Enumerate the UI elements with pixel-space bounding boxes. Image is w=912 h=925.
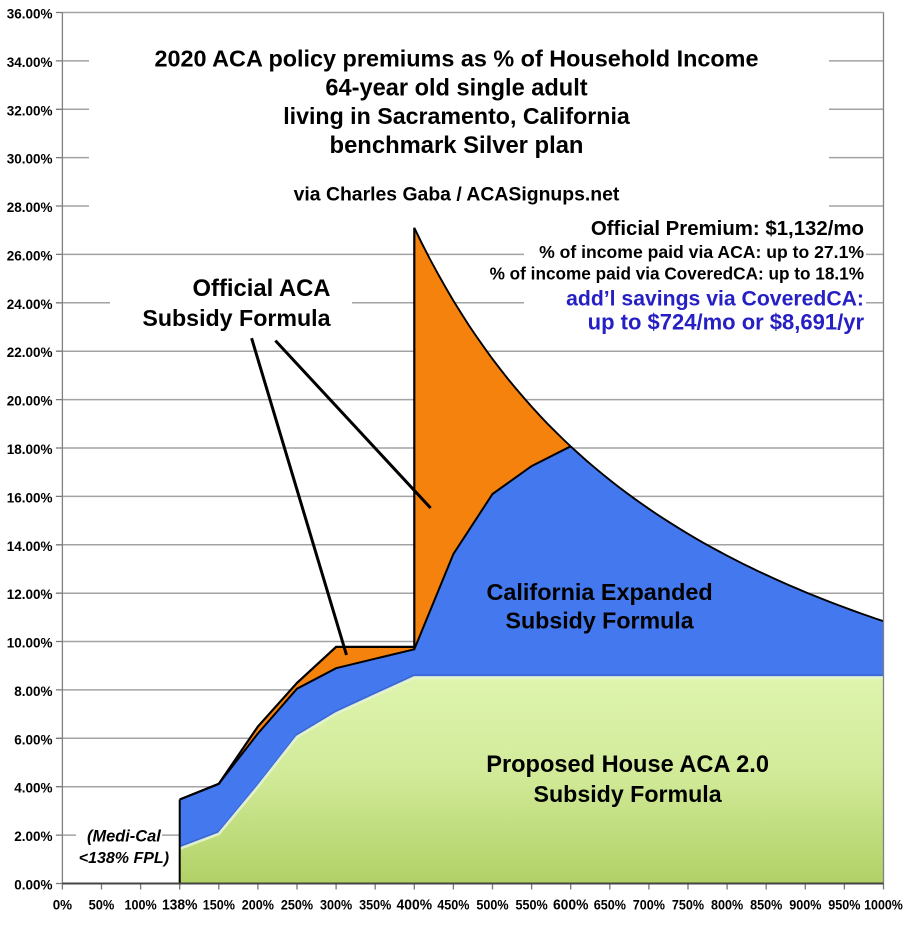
svg-text:36.00%: 36.00% (7, 6, 53, 21)
svg-text:64-year old single adult: 64-year old single adult (325, 75, 587, 101)
svg-text:California Expanded: California Expanded (487, 579, 713, 605)
svg-text:via Charles Gaba / ACASignups.: via Charles Gaba / ACASignups.net (294, 184, 620, 206)
svg-text:14.00%: 14.00% (7, 539, 53, 554)
svg-text:150%: 150% (203, 898, 235, 913)
svg-text:% of income paid via CoveredCA: % of income paid via CoveredCA: up to 18… (490, 263, 864, 283)
svg-text:20.00%: 20.00% (7, 394, 53, 409)
svg-text:950%: 950% (828, 898, 860, 913)
svg-text:2.00%: 2.00% (14, 829, 52, 844)
svg-text:350%: 350% (359, 898, 391, 913)
svg-text:Official Premium: $1,132/mo: Official Premium: $1,132/mo (591, 218, 864, 240)
svg-text:8.00%: 8.00% (14, 684, 52, 699)
svg-text:4.00%: 4.00% (14, 781, 52, 796)
svg-text:18.00%: 18.00% (7, 442, 53, 457)
svg-text:550%: 550% (516, 898, 548, 913)
svg-text:450%: 450% (437, 898, 469, 913)
svg-text:living in Sacramento, Californ: living in Sacramento, California (283, 103, 631, 129)
svg-text:12.00%: 12.00% (7, 587, 53, 602)
svg-text:750%: 750% (672, 898, 704, 913)
svg-text:400%: 400% (397, 897, 433, 914)
svg-text:138%: 138% (162, 897, 198, 914)
svg-text:200%: 200% (242, 898, 274, 913)
svg-text:34.00%: 34.00% (7, 55, 53, 70)
svg-text:Subsidy Formula: Subsidy Formula (142, 305, 331, 331)
svg-text:28.00%: 28.00% (7, 200, 53, 215)
svg-text:0.00%: 0.00% (14, 878, 52, 893)
svg-text:22.00%: 22.00% (7, 345, 53, 360)
svg-text:1000%: 1000% (864, 898, 903, 913)
svg-text:100%: 100% (125, 898, 157, 913)
svg-text:900%: 900% (789, 898, 821, 913)
svg-text:500%: 500% (476, 898, 508, 913)
svg-text:Subsidy Formula: Subsidy Formula (506, 607, 695, 633)
svg-text:850%: 850% (750, 898, 782, 913)
svg-text:(Medi-Cal: (Medi-Cal (87, 828, 161, 846)
svg-text:% of income paid via ACA: up t: % of income paid via ACA: up to 27.1% (539, 242, 864, 262)
svg-text:800%: 800% (711, 898, 743, 913)
svg-text:32.00%: 32.00% (7, 103, 53, 118)
svg-text:24.00%: 24.00% (7, 297, 53, 312)
svg-text:add’l savings via CoveredCA:: add’l savings via CoveredCA: (566, 288, 864, 311)
svg-text:Proposed House ACA 2.0: Proposed House ACA 2.0 (486, 752, 769, 778)
svg-text:50%: 50% (89, 898, 115, 913)
svg-text:300%: 300% (320, 898, 352, 913)
svg-text:250%: 250% (281, 898, 313, 913)
svg-text:700%: 700% (633, 898, 665, 913)
svg-text:650%: 650% (594, 898, 626, 913)
svg-text:10.00%: 10.00% (7, 636, 53, 651)
svg-text:<138% FPL): <138% FPL) (79, 850, 169, 867)
svg-text:16.00%: 16.00% (7, 490, 53, 505)
svg-text:up to $724/mo or $8,691/yr: up to $724/mo or $8,691/yr (588, 309, 865, 334)
svg-text:600%: 600% (553, 897, 589, 914)
svg-text:6.00%: 6.00% (14, 732, 52, 747)
svg-text:Official ACA: Official ACA (193, 275, 331, 302)
svg-text:30.00%: 30.00% (7, 152, 53, 167)
svg-text:26.00%: 26.00% (7, 248, 53, 263)
svg-text:2020 ACA policy premiums as %: 2020 ACA policy premiums as % of Househo… (155, 46, 759, 72)
svg-text:Subsidy Formula: Subsidy Formula (534, 781, 723, 807)
svg-text:0%: 0% (53, 898, 72, 913)
svg-text:benchmark Silver plan: benchmark Silver plan (330, 132, 584, 159)
